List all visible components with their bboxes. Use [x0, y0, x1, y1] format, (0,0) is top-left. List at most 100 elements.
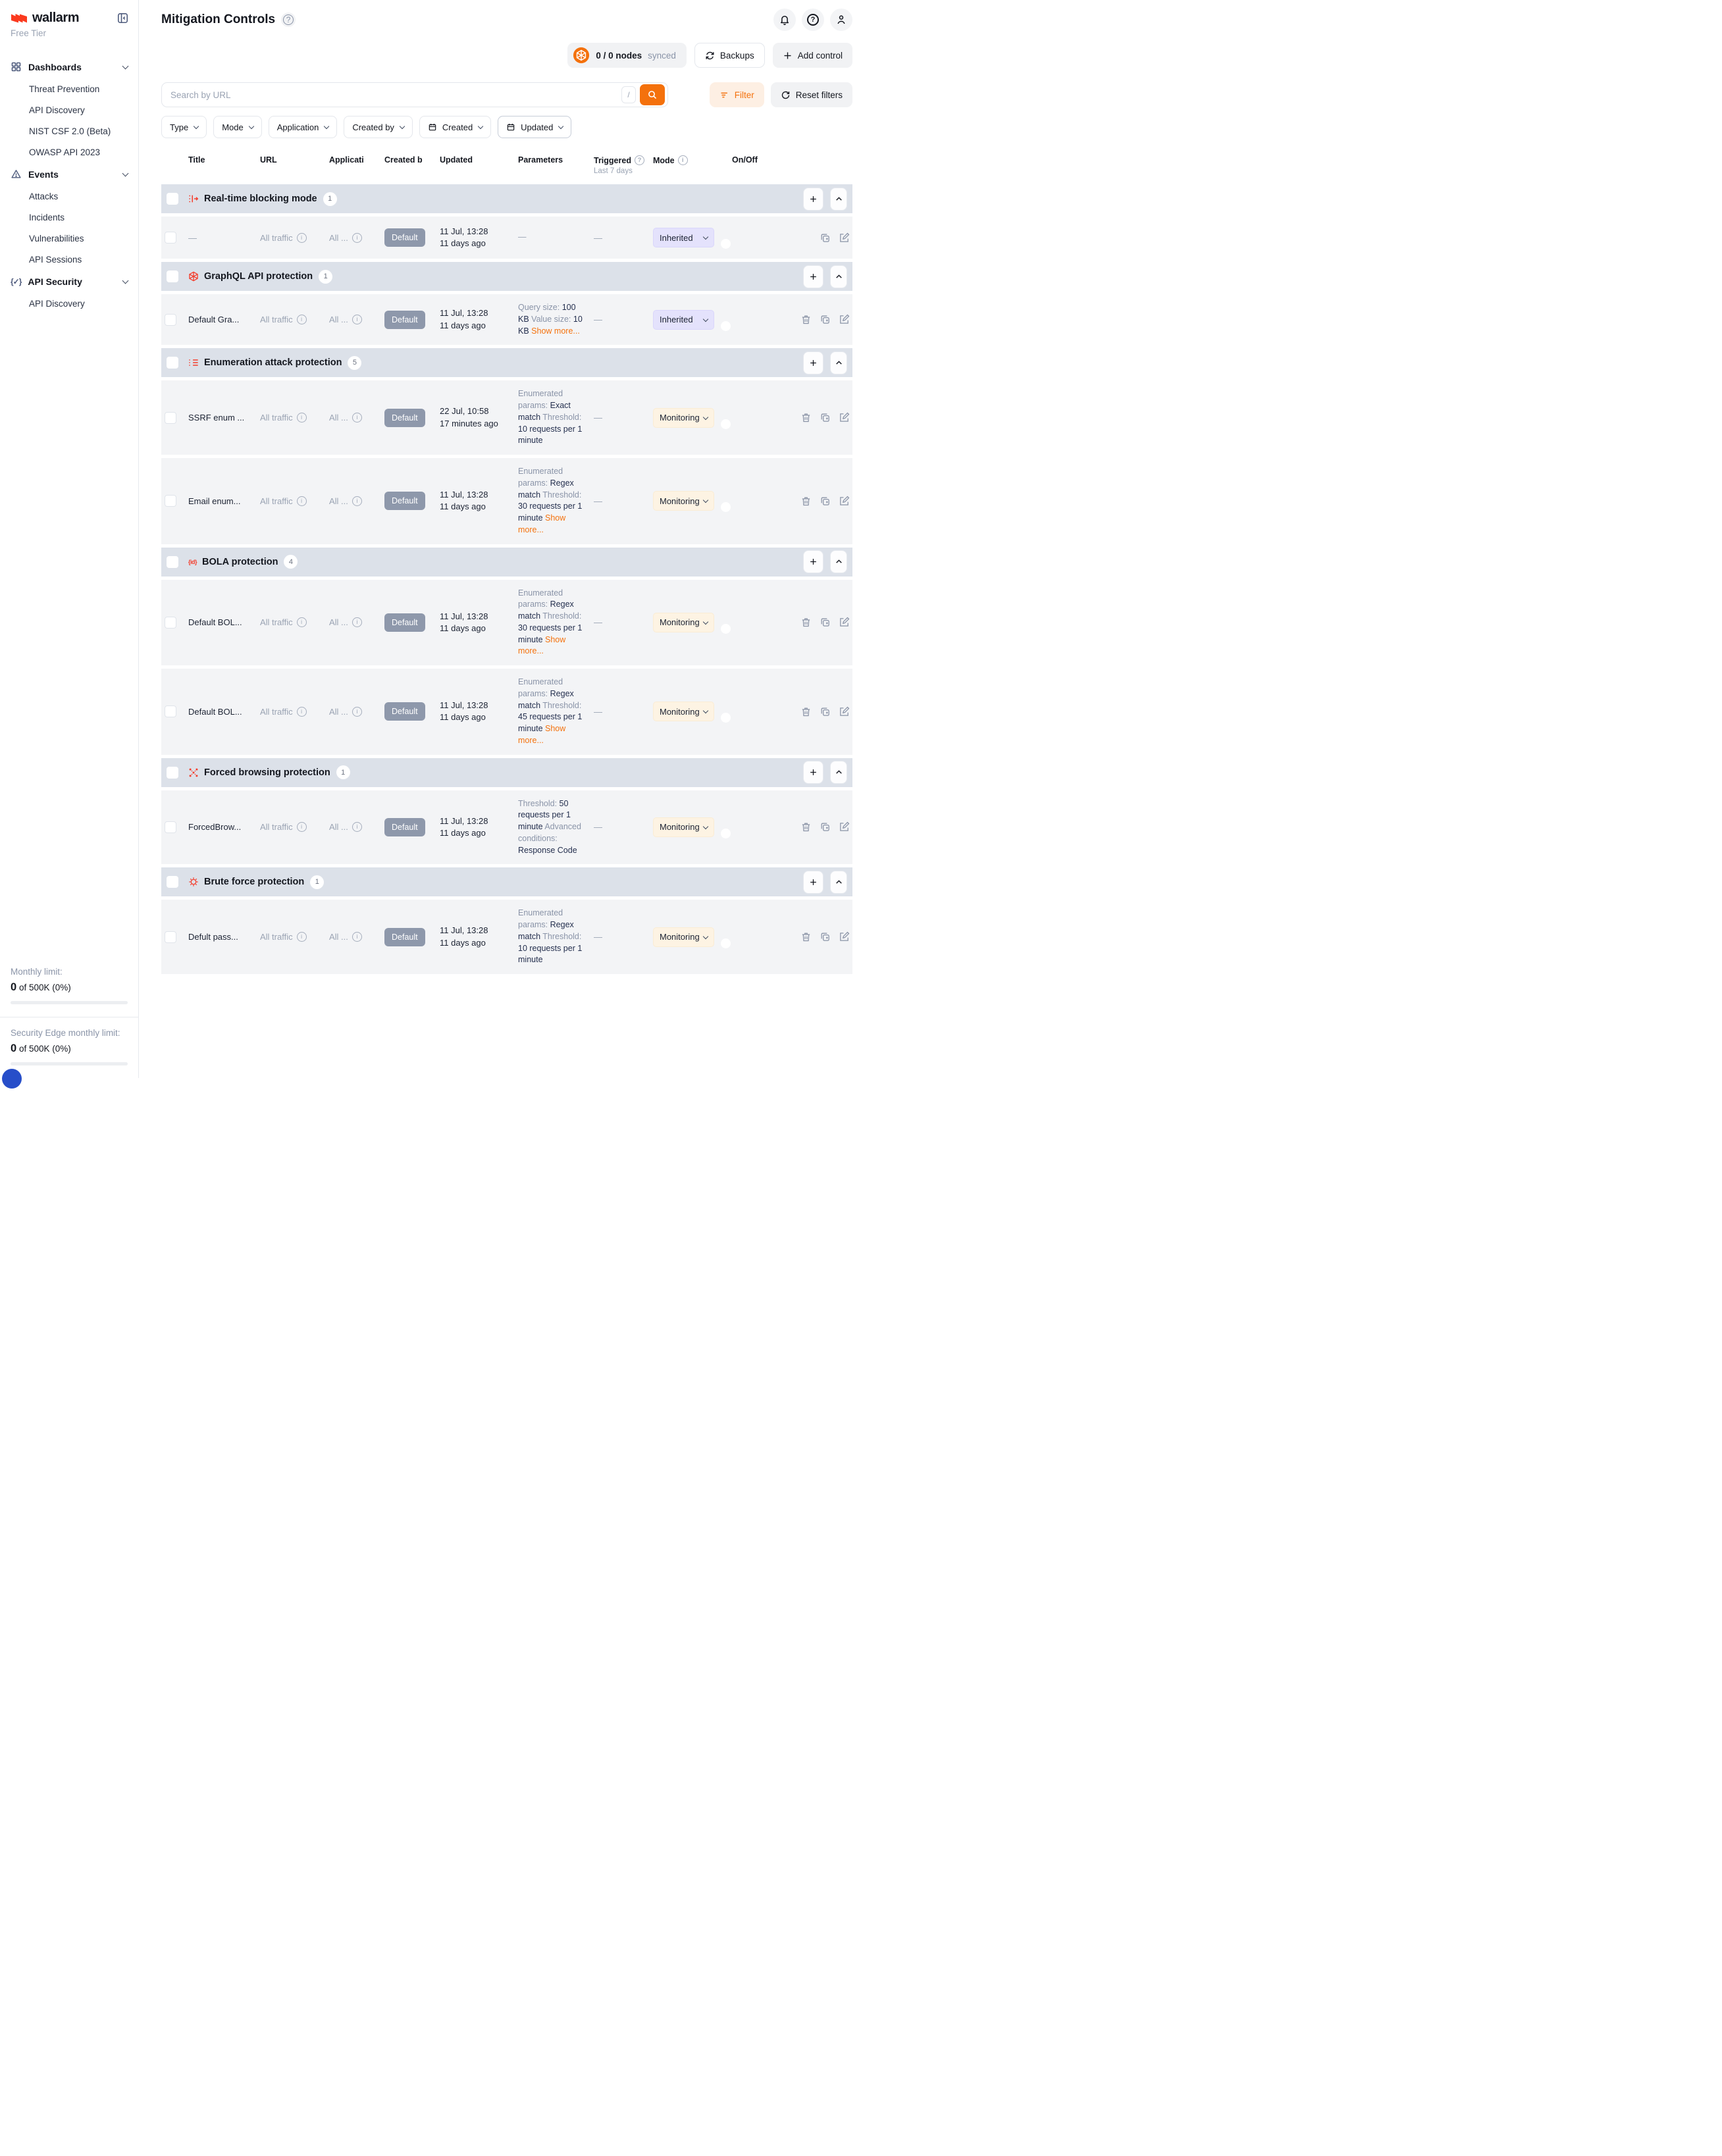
- reset-filters-button[interactable]: Reset filters: [770, 82, 852, 107]
- section-checkbox[interactable]: [167, 555, 178, 568]
- edit-icon[interactable]: [839, 821, 850, 833]
- delete-icon[interactable]: [800, 412, 812, 423]
- url-info-icon[interactable]: [296, 932, 307, 942]
- section-collapse-button[interactable]: [830, 265, 847, 288]
- duplicate-icon[interactable]: [820, 617, 831, 628]
- show-more-link[interactable]: Show more...: [518, 513, 566, 534]
- mode-select[interactable]: Monitoring: [653, 407, 714, 428]
- section-add-button[interactable]: [803, 550, 823, 573]
- triggered-help-icon[interactable]: [634, 155, 644, 165]
- search-input[interactable]: [170, 90, 621, 100]
- application-info-icon[interactable]: [352, 932, 362, 942]
- sidebar-item-api-discovery-2[interactable]: API Discovery: [29, 298, 85, 309]
- filter-chip-type[interactable]: Type: [161, 116, 207, 138]
- section-add-button[interactable]: [803, 265, 823, 288]
- edit-icon[interactable]: [839, 412, 850, 423]
- section-checkbox[interactable]: [167, 876, 178, 888]
- sidebar-item-api-sessions[interactable]: API Sessions: [29, 254, 82, 265]
- row-checkbox[interactable]: [165, 411, 176, 424]
- chat-widget-bubble[interactable]: [2, 1069, 22, 1089]
- url-info-icon[interactable]: [296, 232, 307, 243]
- application-info-icon[interactable]: [352, 315, 362, 325]
- edit-icon[interactable]: [839, 314, 850, 325]
- sidebar-item-api-discovery[interactable]: API Discovery: [29, 105, 85, 115]
- backups-button[interactable]: Backups: [694, 43, 765, 68]
- duplicate-icon[interactable]: [820, 496, 831, 507]
- mode-info-icon[interactable]: [677, 155, 688, 165]
- search-button[interactable]: [640, 84, 665, 105]
- url-info-icon[interactable]: [296, 706, 307, 717]
- filter-chip-application[interactable]: Application: [268, 116, 338, 138]
- edit-icon[interactable]: [839, 232, 850, 244]
- filter-chip-created-by[interactable]: Created by: [344, 116, 413, 138]
- mode-select[interactable]: Inherited: [653, 228, 714, 247]
- delete-icon[interactable]: [800, 617, 812, 628]
- application-info-icon[interactable]: [352, 232, 362, 243]
- delete-icon[interactable]: [800, 821, 812, 833]
- application-info-icon[interactable]: [352, 822, 362, 833]
- mode-select[interactable]: Monitoring: [653, 927, 714, 947]
- application-info-icon[interactable]: [352, 413, 362, 423]
- row-checkbox[interactable]: [165, 931, 176, 943]
- sidebar-group-dashboards[interactable]: Dashboards: [0, 55, 138, 78]
- section-checkbox[interactable]: [167, 357, 178, 369]
- row-checkbox[interactable]: [165, 313, 176, 326]
- duplicate-icon[interactable]: [820, 706, 831, 717]
- sidebar-item-owasp-api[interactable]: OWASP API 2023: [29, 147, 101, 157]
- sidebar-group-events[interactable]: Events: [0, 163, 138, 186]
- mode-select[interactable]: Monitoring: [653, 817, 714, 837]
- section-add-button[interactable]: [803, 870, 823, 894]
- section-add-button[interactable]: [803, 351, 823, 374]
- mode-select[interactable]: Monitoring: [653, 702, 714, 722]
- sidebar-item-threat-prevention[interactable]: Threat Prevention: [29, 84, 100, 94]
- url-info-icon[interactable]: [296, 496, 307, 506]
- url-info-icon[interactable]: [296, 413, 307, 423]
- duplicate-icon[interactable]: [820, 232, 831, 244]
- section-collapse-button[interactable]: [830, 550, 847, 573]
- filter-chip-updated[interactable]: Updated: [498, 116, 572, 138]
- duplicate-icon[interactable]: [820, 931, 831, 942]
- delete-icon[interactable]: [800, 496, 812, 507]
- show-more-link[interactable]: Show more...: [518, 634, 566, 656]
- duplicate-icon[interactable]: [820, 821, 831, 833]
- help-button[interactable]: [802, 9, 824, 31]
- application-info-icon[interactable]: [352, 496, 362, 506]
- url-info-icon[interactable]: [296, 617, 307, 628]
- application-info-icon[interactable]: [352, 706, 362, 717]
- sidebar-collapse-icon[interactable]: [117, 12, 129, 24]
- edit-icon[interactable]: [839, 931, 850, 942]
- add-control-button[interactable]: Add control: [772, 43, 852, 68]
- url-info-icon[interactable]: [296, 315, 307, 325]
- sidebar-item-incidents[interactable]: Incidents: [29, 212, 65, 222]
- filter-chip-created[interactable]: Created: [419, 116, 492, 138]
- row-checkbox[interactable]: [165, 821, 176, 833]
- nodes-synced-status[interactable]: 0 / 0 nodes synced: [567, 43, 687, 68]
- row-checkbox[interactable]: [165, 232, 176, 244]
- sidebar-item-nist-csf[interactable]: NIST CSF 2.0 (Beta): [29, 126, 111, 136]
- edit-icon[interactable]: [839, 617, 850, 628]
- filter-button[interactable]: Filter: [709, 82, 764, 107]
- section-collapse-button[interactable]: [830, 187, 847, 211]
- filter-chip-mode[interactable]: Mode: [213, 116, 262, 138]
- mode-select[interactable]: Monitoring: [653, 612, 714, 632]
- show-more-link[interactable]: Show more...: [518, 724, 566, 745]
- row-checkbox[interactable]: [165, 495, 176, 507]
- sidebar-item-attacks[interactable]: Attacks: [29, 191, 59, 201]
- edit-icon[interactable]: [839, 706, 850, 717]
- section-checkbox[interactable]: [167, 193, 178, 205]
- row-checkbox[interactable]: [165, 616, 176, 629]
- edit-icon[interactable]: [839, 496, 850, 507]
- duplicate-icon[interactable]: [820, 314, 831, 325]
- delete-icon[interactable]: [800, 931, 812, 942]
- delete-icon[interactable]: [800, 314, 812, 325]
- section-add-button[interactable]: [803, 761, 823, 784]
- section-collapse-button[interactable]: [830, 870, 847, 894]
- sidebar-group-api-security[interactable]: API Security: [0, 270, 138, 293]
- notifications-button[interactable]: [773, 9, 796, 31]
- row-checkbox[interactable]: [165, 706, 176, 718]
- page-help-icon[interactable]: [281, 13, 296, 27]
- section-checkbox[interactable]: [167, 766, 178, 779]
- section-checkbox[interactable]: [167, 270, 178, 282]
- url-info-icon[interactable]: [296, 822, 307, 833]
- delete-icon[interactable]: [800, 706, 812, 717]
